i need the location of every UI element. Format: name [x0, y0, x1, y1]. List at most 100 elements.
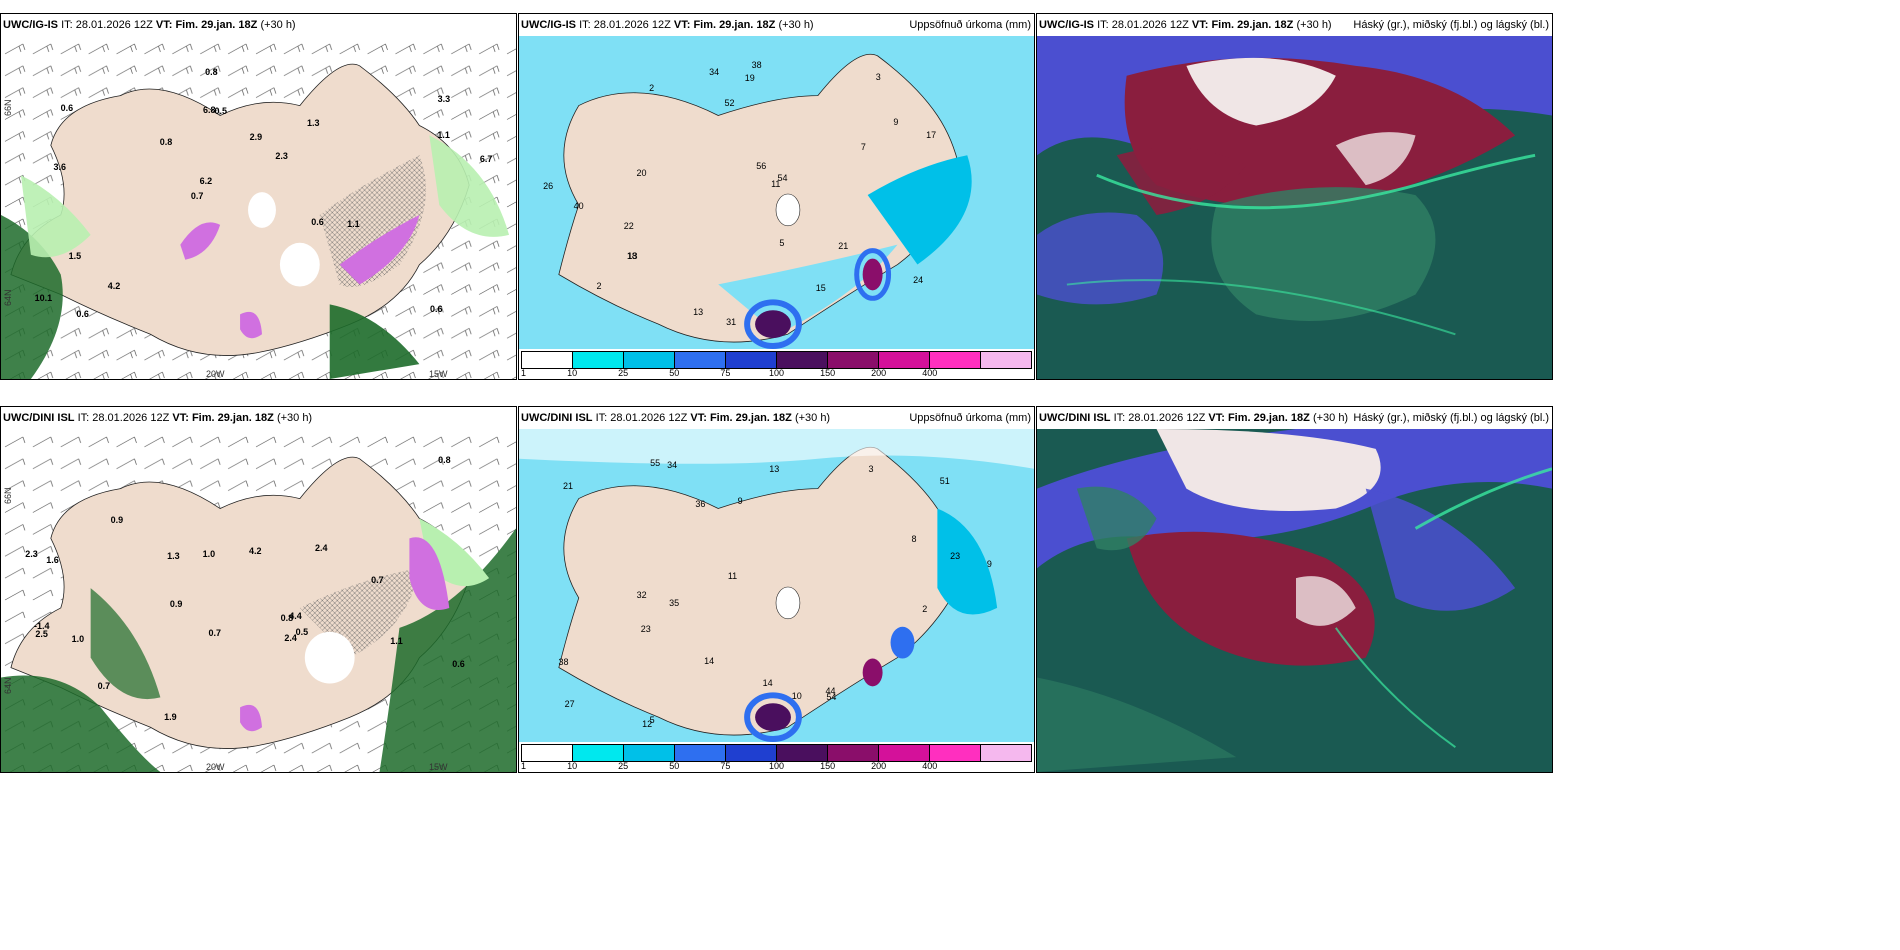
colorbar-swatch: [522, 745, 573, 761]
value-label: 0.8: [159, 137, 173, 147]
map-area[interactable]: 66N 64N 20W 15W 0.5 1.6 0.8 2.4 0.9 1.0 0.7 4.4…: [1, 429, 516, 772]
colorbar: 1 10 25 50 75 100 150 200 400: [519, 742, 1034, 772]
value-label: 5: [649, 715, 655, 726]
value-label: 4.2: [107, 281, 121, 292]
value-label: 4.2: [249, 545, 262, 556]
value-label: 2.3: [25, 549, 38, 560]
colorbar-swatch: [981, 745, 1031, 761]
value-label: 54: [777, 173, 788, 184]
colorbar-swatch: [879, 352, 930, 368]
value-label: 3: [875, 72, 881, 83]
value-label: 23: [640, 623, 651, 634]
value-label: 51: [939, 476, 950, 487]
panel-clouds-dini: UWC/DINI ISL IT: 28.01.2026 12Z VT: Fim.…: [1036, 406, 1553, 773]
value-label: 0.7: [208, 628, 221, 639]
value-label: 44: [825, 686, 836, 697]
value-label: 2: [596, 280, 602, 291]
value-label: 2.3: [275, 150, 288, 161]
colorbar-tick-label: 200: [871, 761, 887, 771]
value-label: 3: [868, 464, 874, 475]
value-label: 35: [669, 597, 680, 608]
value-label: 56: [756, 161, 767, 172]
colorbar-swatch: [675, 352, 726, 368]
colorbar-tick-label: 25: [618, 761, 629, 771]
colorbar-swatch: [930, 352, 981, 368]
colorbar-swatch: [675, 745, 726, 761]
colorbar-swatch: [573, 745, 624, 761]
value-label: 4.4: [289, 611, 302, 622]
panel-wind-precip-dini: UWC/DINI ISL IT: 28.01.2026 12Z VT: Fim.…: [0, 406, 517, 773]
value-label: 0.6: [76, 308, 89, 319]
colorbar-tick-label: 50: [669, 761, 680, 771]
lat-label: 64N: [3, 289, 13, 306]
colorbar-swatch: [726, 352, 777, 368]
value-label: 0.6: [60, 102, 74, 113]
value-label: 2: [649, 83, 655, 94]
value-label: 0.6: [429, 304, 443, 315]
lon-label: 20W: [206, 762, 225, 772]
value-label: 13: [769, 463, 780, 474]
lat-label: 66N: [3, 99, 13, 116]
value-label: 22: [623, 221, 634, 232]
value-label: 17: [926, 129, 937, 140]
lon-label: 20W: [206, 369, 225, 379]
value-label: 21: [838, 241, 849, 252]
value-label: 1.1: [347, 218, 360, 229]
value-label: 18: [626, 251, 637, 262]
value-label: 0.9: [110, 515, 124, 525]
map-area[interactable]: [1037, 429, 1552, 772]
colorbar-tick-label: 75: [720, 368, 731, 378]
value-label: 38: [751, 59, 762, 70]
value-label: 3.3: [437, 93, 451, 104]
value-label: 12: [642, 718, 653, 729]
colorbar-swatch: [777, 745, 828, 761]
colorbar-swatch: [981, 352, 1031, 368]
colorbar-tick-label: 1: [521, 761, 527, 771]
panel-header: UWC/DINI ISL IT: 28.01.2026 12Z VT: Fim.…: [1, 407, 516, 429]
map-area[interactable]: 66N 64N 20W 15W 0.6 3.6 3.3 0.7 1.3 0.6 6.8 2.9…: [1, 36, 516, 379]
value-label: 21: [562, 480, 573, 491]
value-label: 1.0: [202, 549, 216, 560]
value-label: 2.4: [284, 632, 297, 643]
lon-label: 15W: [429, 762, 448, 772]
colorbar-swatch: [879, 745, 930, 761]
value-label: 14: [704, 656, 715, 667]
panel-clouds-igis: UWC/IG-IS IT: 28.01.2026 12Z VT: Fim. 29…: [1036, 13, 1553, 380]
value-label: 3.6: [53, 162, 67, 173]
colorbar-swatch: [726, 745, 777, 761]
panel-header: UWC/IG-IS IT: 28.01.2026 12Z VT: Fim. 29…: [519, 14, 1034, 36]
value-label: 32: [636, 589, 647, 600]
value-label: 0.7: [190, 191, 204, 202]
value-label: 1.3: [167, 550, 180, 561]
colorbar-swatch: [624, 352, 675, 368]
value-label: 15: [815, 283, 826, 294]
colorbar-boxes: [521, 744, 1032, 762]
panel-wind-precip-igis: UWC/IG-IS IT: 28.01.2026 12Z VT: Fim. 29…: [0, 13, 517, 380]
value-label: 1.3: [307, 118, 320, 129]
value-label: 31: [726, 316, 737, 327]
panel-header: UWC/IG-IS IT: 28.01.2026 12Z VT: Fim. 29…: [1037, 14, 1552, 36]
value-label: -1.4: [34, 620, 50, 631]
value-label: 1.5: [68, 251, 82, 262]
colorbar-tick-label: 100: [768, 368, 785, 378]
value-label: 2.5: [35, 629, 48, 640]
map-area[interactable]: 2 3 5 9 12 14 10 34 27 23 32 35 36 14 13 23 21 38 51 54 55 44…: [519, 429, 1034, 742]
value-label: 1.0: [71, 633, 85, 644]
panel-subtitle: Háský (gr.), miðský (fj.bl.) og lágský (…: [1353, 19, 1549, 31]
value-label: 14: [762, 678, 773, 689]
wind-map: [1, 36, 516, 379]
colorbar-tick-label: 150: [820, 368, 836, 378]
panel-accum-precip-igis: UWC/IG-IS IT: 28.01.2026 12Z VT: Fim. 29…: [518, 13, 1035, 380]
colorbar-tick-label: 10: [567, 368, 578, 378]
map-area[interactable]: [1037, 36, 1552, 379]
value-label: 0.7: [97, 681, 111, 692]
value-label: 40: [573, 201, 584, 212]
colorbar-swatch: [828, 745, 879, 761]
cloud-map: [1037, 429, 1552, 772]
value-label: 52: [724, 97, 735, 108]
cloud-map: [1037, 36, 1552, 379]
value-label: 10.1: [34, 292, 53, 303]
value-label: 23: [950, 551, 961, 562]
map-area[interactable]: 2 3 2 9 5 20 22 13 17 7 40 38 21 11 31 34 24 26 18 13 15 19 52…: [519, 36, 1034, 349]
value-label: 5: [779, 237, 785, 248]
